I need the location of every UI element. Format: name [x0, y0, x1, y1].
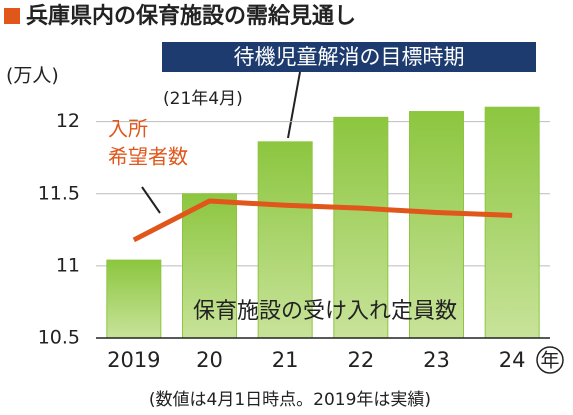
title-marker: [4, 8, 20, 24]
x-tick-label: 23: [423, 348, 450, 372]
line-label: 入所: [108, 117, 148, 141]
y-tick-label: 11: [56, 254, 80, 276]
bar: [257, 141, 313, 339]
x-tick-label: 20: [196, 348, 223, 372]
line-label-leader: [141, 186, 161, 214]
line-label: 希望者数: [108, 145, 188, 169]
annotation-box: [162, 42, 536, 72]
bar: [409, 111, 464, 339]
unit-circle: [536, 346, 564, 374]
x-tick-label: 21: [272, 348, 299, 372]
line: [132, 198, 513, 243]
x-tick-label: 24: [499, 348, 526, 372]
annotation-sub: (21年4月): [163, 89, 243, 109]
bar: [333, 116, 389, 339]
x-unit: 年: [540, 350, 559, 372]
annotation: 待機児童解消の目標時期: [234, 45, 465, 69]
y-axis-label: (万人): [6, 65, 59, 87]
chart-title: 兵庫県内の保育施設の需給見通し: [26, 3, 356, 29]
bar: [106, 259, 162, 339]
x-tick-label: 22: [347, 348, 374, 372]
y-tick-label: 10.5: [38, 327, 80, 349]
y-tick-label: 11.5: [38, 182, 80, 204]
bar: [484, 106, 540, 339]
x-tick-label: 2019: [107, 348, 160, 372]
bar-series-label: 保育施設の受け入れ定員数: [193, 299, 457, 324]
annotation-leader: [287, 71, 301, 139]
y-tick-label: 12: [56, 110, 80, 132]
note: (数値は4月1日時点。2019年は実績): [149, 390, 431, 410]
